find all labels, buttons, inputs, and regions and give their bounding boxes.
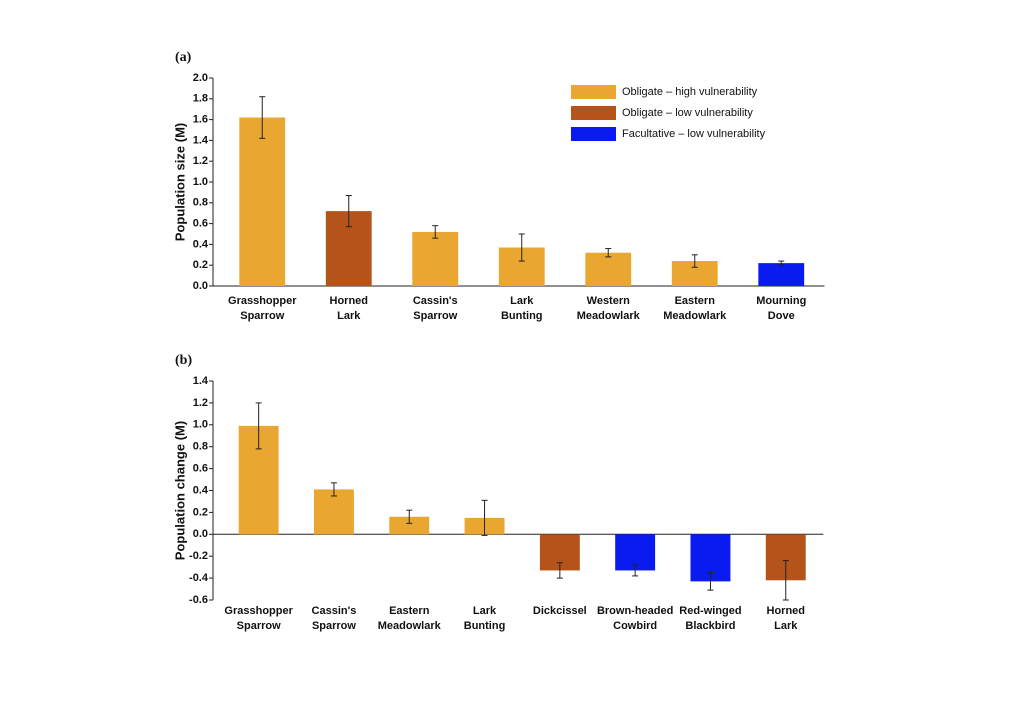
y-tick-label: -0.4 — [189, 572, 209, 584]
legend-label: Obligate – low vulnerability — [622, 107, 753, 119]
x-tick-label: Western — [587, 295, 630, 307]
error-bar — [782, 560, 789, 601]
legend-swatch — [571, 127, 616, 141]
y-tick-label: 0.4 — [193, 484, 209, 496]
legend-label: Obligate – high vulnerability — [622, 86, 758, 98]
x-tick-label: Dove — [768, 310, 795, 322]
x-tick-label: Mourning — [756, 295, 806, 307]
y-tick-label: 1.4 — [193, 134, 209, 146]
x-tick-label: Bunting — [464, 620, 506, 632]
y-tick-label: 1.0 — [193, 419, 208, 431]
y-tick-label: 1.2 — [193, 155, 208, 167]
x-tick-label: Meadowlark — [663, 310, 727, 322]
y-tick-label: 1.4 — [193, 375, 209, 387]
y-tick-label: 1.6 — [193, 114, 208, 126]
x-tick-label: Meadowlark — [577, 310, 641, 322]
bar — [758, 263, 805, 286]
y-axis-title: Population size (M) — [172, 123, 187, 241]
bar — [412, 231, 459, 286]
x-tick-label: Horned — [330, 295, 369, 307]
bar — [313, 489, 354, 535]
error-bar — [406, 509, 413, 524]
x-tick-label: Dickcissel — [533, 605, 587, 617]
y-tick-label: 0.0 — [193, 528, 208, 540]
y-tick-label: 0.2 — [193, 259, 208, 271]
error-bar — [432, 225, 439, 239]
y-tick-label: 0.0 — [193, 280, 208, 292]
y-tick-label: -0.6 — [189, 594, 208, 606]
panel-label: (a) — [175, 50, 192, 65]
x-tick-label: Blackbird — [685, 620, 735, 632]
y-tick-label: 0.2 — [193, 506, 208, 518]
y-tick-label: 1.2 — [193, 397, 208, 409]
x-tick-label: Horned — [767, 605, 806, 617]
x-tick-label: Sparrow — [237, 620, 281, 632]
x-tick-label: Lark — [337, 310, 361, 322]
x-tick-label: Sparrow — [413, 310, 457, 322]
x-tick-label: Grasshopper — [224, 605, 293, 617]
error-bar — [345, 195, 352, 228]
y-tick-label: 1.8 — [193, 93, 208, 105]
legend-label: Facultative – low vulnerability — [622, 128, 766, 140]
y-tick-label: 0.4 — [193, 238, 209, 250]
y-tick-label: -0.2 — [189, 550, 208, 562]
x-tick-label: Cowbird — [613, 620, 657, 632]
bar — [239, 117, 286, 287]
legend-swatch — [571, 106, 616, 120]
x-tick-label: Eastern — [675, 295, 716, 307]
x-tick-label: Eastern — [389, 605, 430, 617]
y-tick-label: 2.0 — [193, 72, 208, 84]
bar — [585, 252, 632, 286]
error-bar — [255, 402, 262, 450]
panel-label: (b) — [175, 353, 192, 368]
x-tick-label: Sparrow — [240, 310, 284, 322]
x-tick-label: Bunting — [501, 310, 543, 322]
legend-swatch — [571, 85, 616, 99]
error-bar — [691, 254, 698, 268]
error-bar — [481, 499, 488, 536]
bar — [389, 516, 430, 535]
bar — [615, 534, 656, 571]
x-tick-label: Meadowlark — [378, 620, 442, 632]
error-bar — [632, 564, 639, 577]
x-tick-label: Grasshopper — [228, 295, 297, 307]
x-tick-label: Lark — [774, 620, 798, 632]
y-tick-label: 0.6 — [193, 218, 208, 230]
error-bar — [556, 562, 563, 579]
y-tick-label: 0.8 — [193, 441, 208, 453]
y-axis-title: Population change (M) — [172, 421, 187, 560]
x-tick-label: Lark — [473, 605, 497, 617]
x-tick-label: Cassin's — [312, 605, 357, 617]
error-bar — [518, 233, 525, 262]
error-bar — [330, 482, 337, 497]
y-tick-label: 0.6 — [193, 463, 208, 475]
error-bar — [259, 96, 266, 139]
x-tick-label: Red-winged — [679, 605, 741, 617]
error-bar — [778, 260, 785, 266]
error-bar — [605, 248, 612, 258]
error-bar — [707, 572, 714, 591]
x-tick-label: Brown-headed — [597, 605, 673, 617]
x-tick-label: Sparrow — [312, 620, 356, 632]
x-tick-label: Lark — [510, 295, 534, 307]
y-tick-label: 0.8 — [193, 197, 208, 209]
y-tick-label: 1.0 — [193, 176, 208, 188]
x-tick-label: Cassin's — [413, 295, 458, 307]
